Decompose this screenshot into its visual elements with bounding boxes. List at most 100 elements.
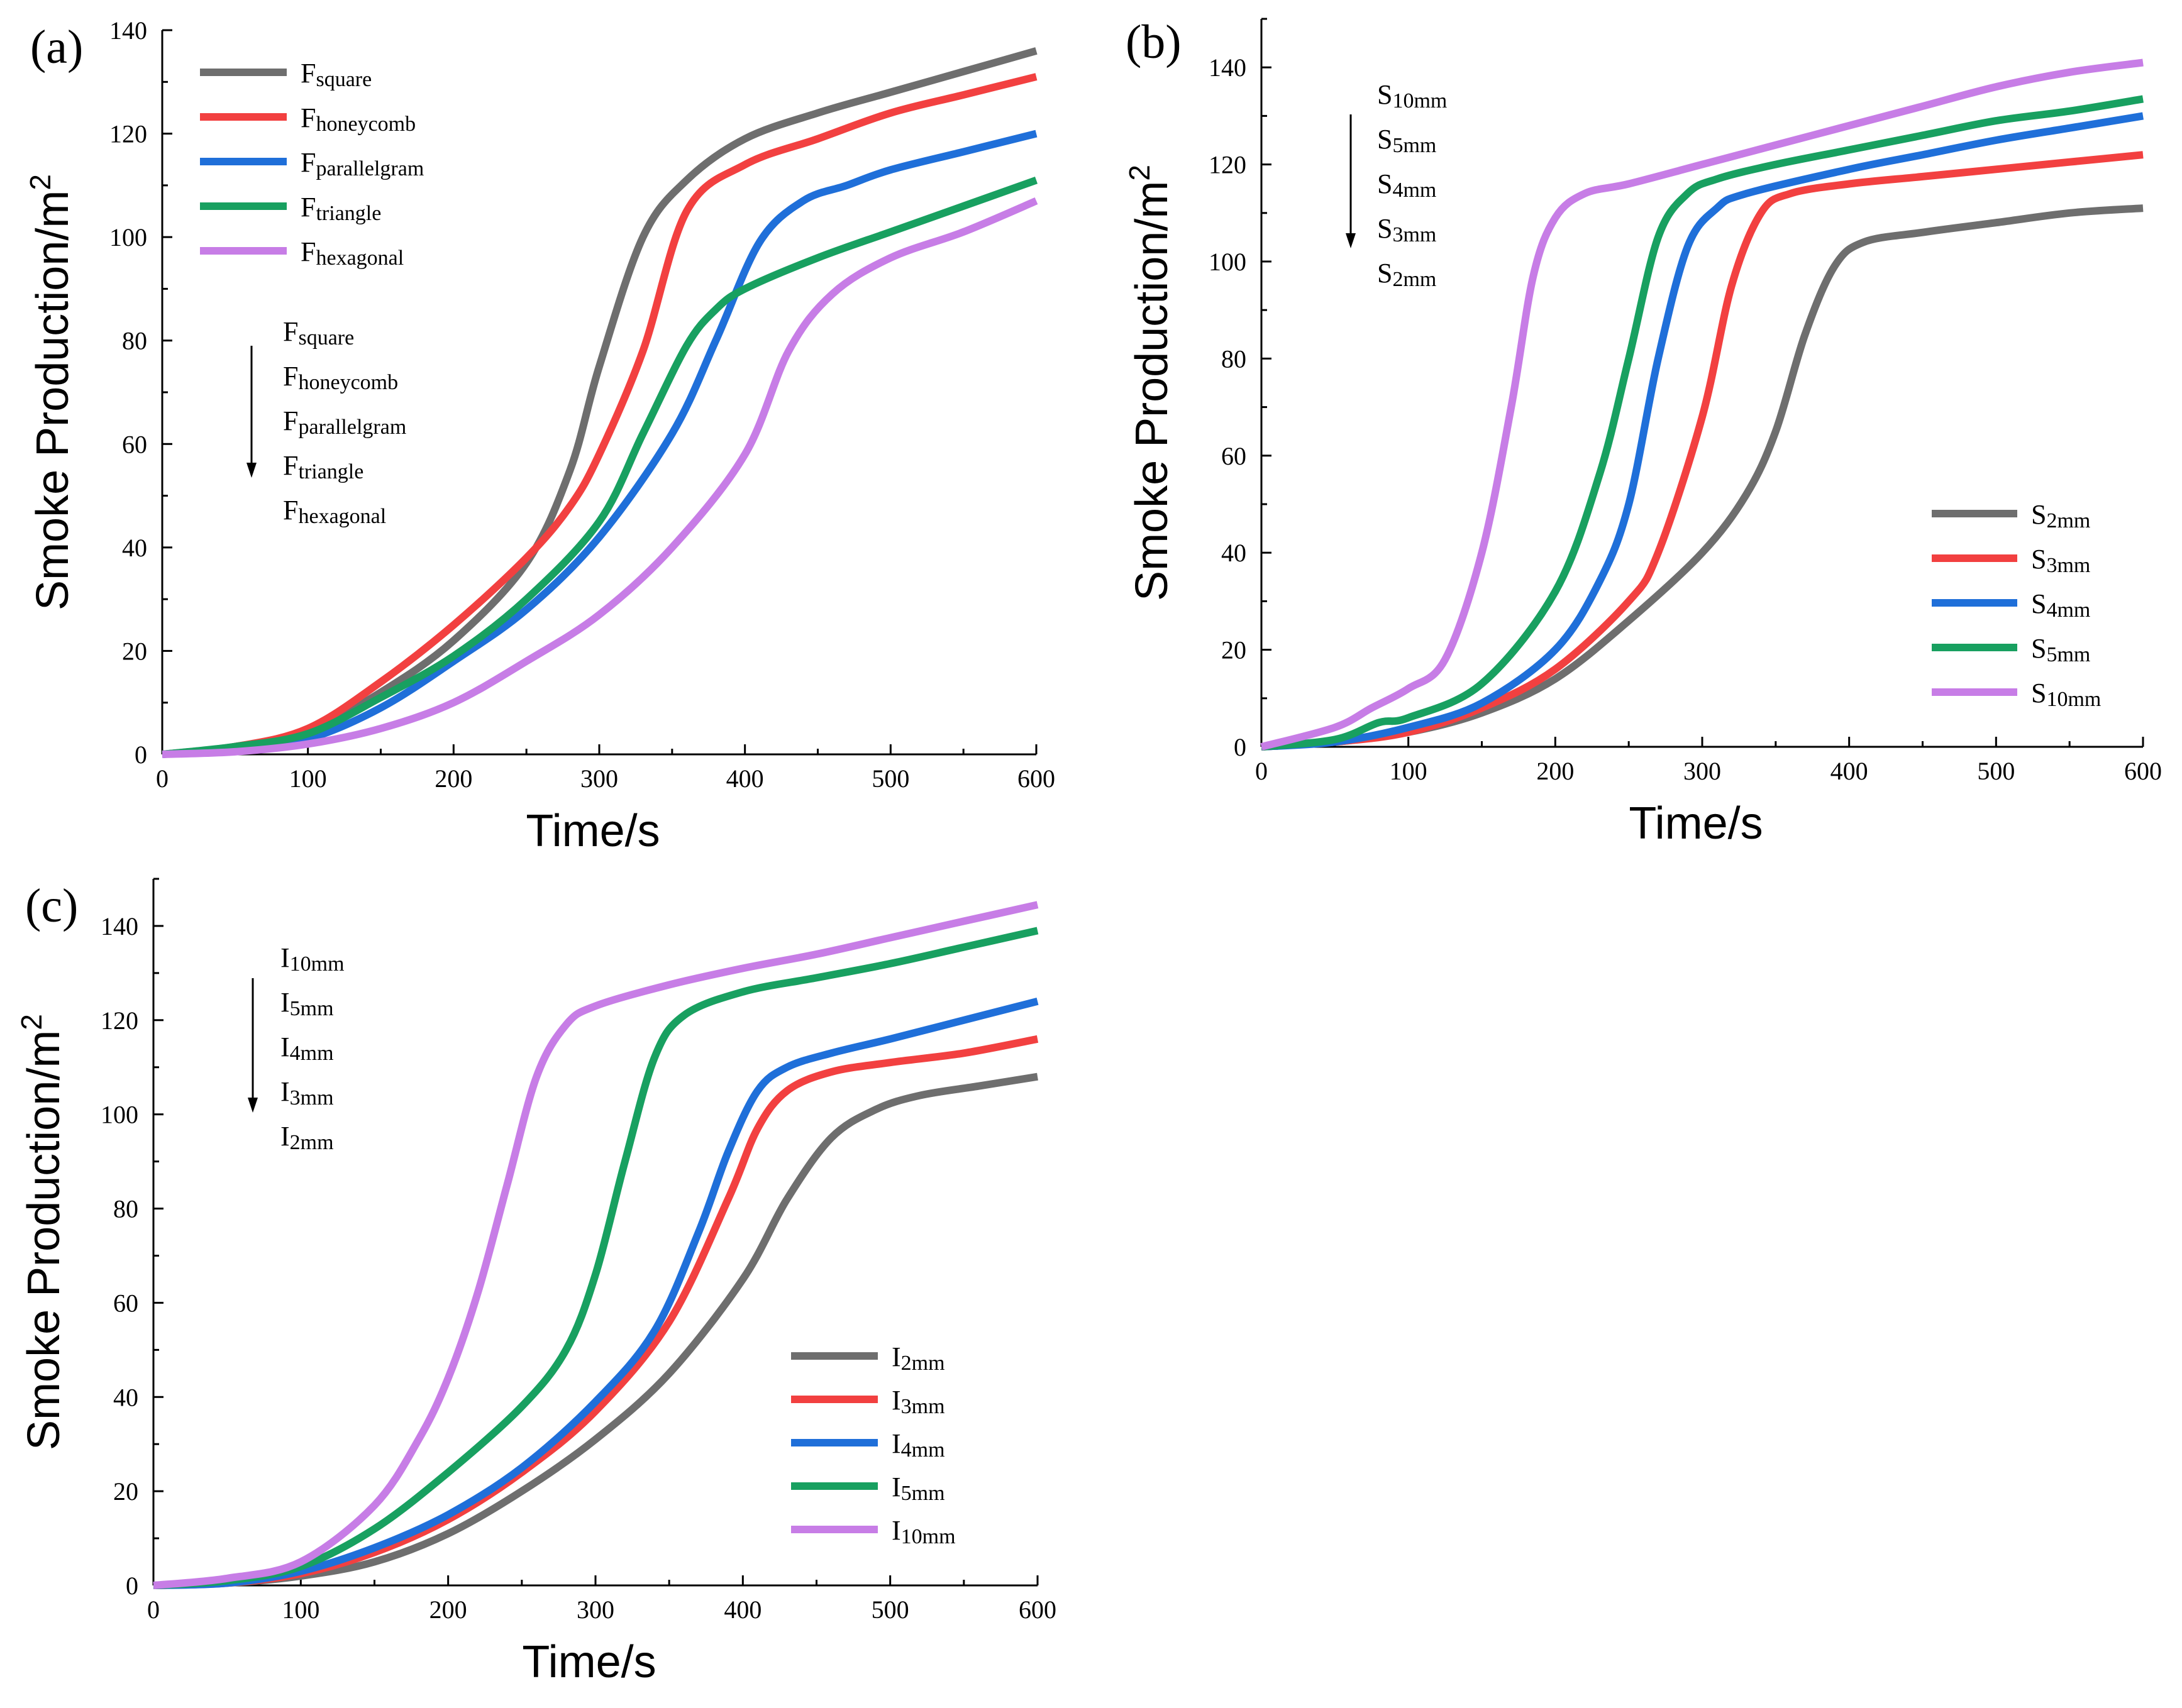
panel-a-ytick-label: 60 <box>122 430 147 458</box>
panel-a-legend-label-triangle-sub: triangle <box>316 202 381 225</box>
panel-b-xtick-label: 500 <box>1977 757 2015 785</box>
panel-c-label: (c) <box>25 879 78 932</box>
panel-a: (a) 0 100 200 300 400 500 600 0 20 40 60 80 100 120 140… <box>24 16 1055 856</box>
panel-b-xtick-label: 600 <box>2124 757 2162 785</box>
panel-c-legend-label-I10mm-sub: 10mm <box>901 1525 956 1548</box>
panel-c-ytick-label: 120 <box>101 1006 138 1035</box>
panel-c-ytick-label: 40 <box>113 1383 138 1411</box>
panel-b-order-item: S2mm <box>1377 258 1436 291</box>
panel-a-legend-label-hexagonal-sub: hexagonal <box>316 246 404 270</box>
panel-b-legend-label-S2mm: S2mm <box>2031 499 2090 532</box>
panel-a-order-arrowhead <box>246 463 257 478</box>
panel-c-legend-label-I5mm-main: I <box>892 1472 901 1502</box>
panel-a-legend-label-hexagonal-main: F <box>301 236 316 267</box>
panel-b-order-item-main: S <box>1377 258 1392 289</box>
panel-c-order-item: I4mm <box>280 1032 334 1065</box>
panel-a-legend-label-square-main: F <box>301 58 316 89</box>
panel-c-legend-label-I4mm-sub: 4mm <box>901 1438 945 1462</box>
panel-c-order-item-sub: 4mm <box>290 1042 334 1065</box>
panel-c-series-I4mm <box>153 997 1039 1589</box>
panel-b-order-item-sub: 4mm <box>1392 179 1436 202</box>
panel-c-order-item: I10mm <box>280 942 345 976</box>
panel-b-xtick-label: 200 <box>1536 757 1574 785</box>
panel-c-order-item-main: I <box>280 1076 290 1107</box>
panel-b-y-title-main: Smoke Production/m <box>1127 181 1177 601</box>
panel-a-order-item-sub: parallelgram <box>298 416 406 439</box>
panel-b-order-item-sub: 2mm <box>1392 268 1436 291</box>
panel-c-legend-label-I2mm: I2mm <box>892 1342 945 1375</box>
panel-a-y-title-sup: 2 <box>24 174 57 190</box>
panel-c-legend-label-I3mm-main: I <box>892 1385 901 1416</box>
panel-c-ytick-label: 20 <box>113 1477 138 1506</box>
panel-b-legend-label-S4mm: S4mm <box>2031 588 2090 622</box>
panel-a-order-item-sub: honeycomb <box>298 371 398 394</box>
panel-c-x-title: Time/s <box>522 1637 656 1687</box>
panel-b-ytick-label: 80 <box>1221 344 1246 373</box>
panel-a-order-item-main: F <box>283 495 298 526</box>
panel-b-legend-label-S10mm-sub: 10mm <box>2046 688 2101 711</box>
panel-b-legend-label-S10mm: S10mm <box>2031 678 2101 711</box>
panel-b-label: (b) <box>1126 16 1182 69</box>
panel-b-series-S3mm <box>1261 151 2144 751</box>
panel-a-y-title: Smoke Production/m2 <box>24 174 78 610</box>
panel-b-series-S5mm <box>1261 95 2144 751</box>
panel-c-order-item: I2mm <box>280 1121 334 1154</box>
panel-b-legend-label-S4mm-main: S <box>2031 588 2046 619</box>
panel-a-legend-label-square: Fsquare <box>301 58 372 91</box>
panel-b-order-item-sub: 3mm <box>1392 223 1436 246</box>
panel-a-legend-label-honeycomb: Fhoneycomb <box>301 102 416 136</box>
panel-c-legend-label-I4mm-main: I <box>892 1428 901 1459</box>
panel-a-legend-label-parallelgram-sub: parallelgram <box>316 157 424 180</box>
panel-a-order-item: Fhexagonal <box>283 495 386 528</box>
panel-c-order-item: I3mm <box>280 1076 334 1110</box>
panel-a-series-triangle <box>162 176 1038 758</box>
panel-c-order-arrowhead <box>248 1098 258 1113</box>
panel-c-ytick-label: 60 <box>113 1289 138 1317</box>
panel-c-legend-label-I2mm-main: I <box>892 1342 901 1372</box>
panel-c-order-item-main: I <box>280 1032 290 1062</box>
panel-b-xtick-label: 0 <box>1255 757 1268 785</box>
panel-c-series-I2mm <box>153 1072 1038 1589</box>
panel-a-order-item-main: F <box>283 450 298 481</box>
panel-a-series-square <box>162 47 1038 758</box>
panel-b-series-S4mm <box>1261 112 2144 751</box>
panel-b-legend-label-S5mm-sub: 5mm <box>2046 643 2090 666</box>
panel-a-legend-label-honeycomb-sub: honeycomb <box>316 113 416 136</box>
panel-a-ytick-label: 80 <box>122 327 147 355</box>
panel-a-legend-label-honeycomb-main: F <box>301 102 316 133</box>
panel-b-ytick-label: 20 <box>1221 636 1246 664</box>
panel-a-ytick-label: 40 <box>122 534 147 562</box>
panel-a-xtick-label: 300 <box>580 764 618 793</box>
panel-b-x-title: Time/s <box>1629 798 1763 849</box>
panel-a-label: (a) <box>30 21 83 74</box>
panel-c-xtick-label: 500 <box>872 1595 909 1624</box>
panel-a-legend-label-parallelgram: Fparallelgram <box>301 147 424 180</box>
panel-c-legend-label-I3mm-sub: 3mm <box>901 1395 945 1418</box>
panel-c-order-item-sub: 3mm <box>290 1086 334 1110</box>
panel-b-order-item-sub: 10mm <box>1392 89 1447 113</box>
panel-c-ytick-label: 140 <box>101 912 138 940</box>
panel-b-series-S10mm <box>1260 58 2144 751</box>
panel-b-order-item: S4mm <box>1377 168 1436 202</box>
panel-c-order-item-sub: 2mm <box>290 1131 334 1154</box>
panel-a-order-item-sub: triangle <box>298 460 363 483</box>
panel-c-legend-label-I10mm: I10mm <box>892 1515 956 1548</box>
panel-b-ytick-label: 40 <box>1221 539 1246 567</box>
panel-c-order-item: I5mm <box>280 987 334 1020</box>
panel-c-legend-label-I5mm: I5mm <box>892 1472 945 1505</box>
panel-b-ytick-label: 100 <box>1209 248 1246 276</box>
panel-a-legend-label-hexagonal: Fhexagonal <box>301 236 404 270</box>
panel-b-y-title: Smoke Production/m2 <box>1123 165 1177 601</box>
panel-b-ytick-label: 0 <box>1234 733 1246 761</box>
panel-a-order-annotation: FsquareFhoneycombFparallelgramFtriangleF… <box>246 316 406 528</box>
panel-c-legend-label-I3mm: I3mm <box>892 1385 945 1418</box>
panel-c-ytick-label: 100 <box>101 1101 138 1129</box>
panel-a-order-item-main: F <box>283 316 298 347</box>
panel-c-xtick-label: 200 <box>429 1595 467 1624</box>
panel-a-xtick-label: 500 <box>872 764 909 793</box>
panel-c-ytick-label: 80 <box>113 1195 138 1223</box>
panel-a-ytick-label: 140 <box>109 16 147 45</box>
panel-a-xtick-label: 400 <box>726 764 764 793</box>
